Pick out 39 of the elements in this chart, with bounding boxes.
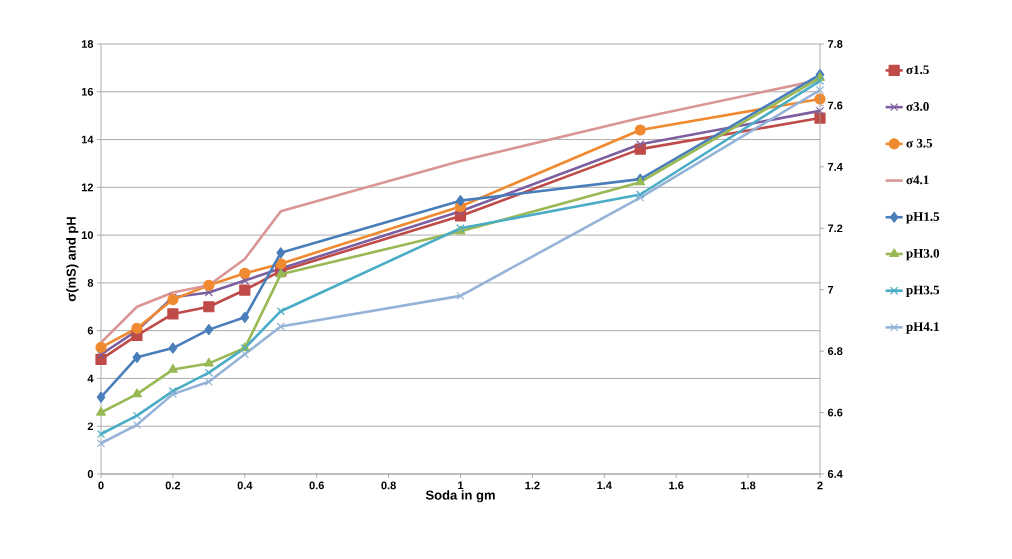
y2-tick-label: 7 <box>828 285 834 294</box>
x-tick-label: 0 <box>98 481 104 490</box>
y-tick-label: 14 <box>81 135 94 144</box>
x-tick-label: 1.2 <box>525 481 540 490</box>
y2-tick-label: 7.6 <box>828 101 843 110</box>
legend-label: pH4.1 <box>906 322 939 334</box>
y2-tick-label: 7.4 <box>828 163 843 171</box>
y-tick-label: 0 <box>87 470 94 478</box>
x-tick-label: 1.6 <box>669 481 684 490</box>
y-tick-label: 2 <box>87 422 94 431</box>
legend-label: σ 3.5 <box>906 138 933 148</box>
y2-tick-label: 7.8 <box>828 40 843 48</box>
x-tick-label: 0.2 <box>165 481 181 490</box>
y2-tick-label: 6.8 <box>827 347 843 356</box>
legend-label: σ4.1 <box>906 175 929 185</box>
x-tick-label: 0.6 <box>309 481 324 490</box>
y-tick-label: 16 <box>81 87 94 96</box>
x-tick-label: 1 <box>458 481 464 490</box>
legend-label: pH3.0 <box>906 248 940 261</box>
y2-tick-label: 7.2 <box>828 224 843 233</box>
legend-label: σ3.0 <box>906 102 929 111</box>
y-tick-label: 18 <box>81 40 94 48</box>
x-tick-label: 1.4 <box>597 481 612 490</box>
legend-label: σ1.5 <box>906 65 929 75</box>
legend-label: pH1.5 <box>906 212 940 224</box>
x-tick-label: 2 <box>817 481 823 490</box>
y-axis-title: σ(mS) and pH <box>66 217 79 302</box>
y-tick-label: 4 <box>87 374 94 383</box>
y-tick-label: 12 <box>81 183 94 192</box>
x-axis-title: Soda in gm <box>425 490 495 503</box>
x-tick-label: 0.4 <box>237 481 253 490</box>
y2-tick-label: 6.6 <box>827 408 843 417</box>
y-tick-label: 8 <box>87 278 94 287</box>
x-tick-label: 0.8 <box>381 481 396 490</box>
legend-label: pH3.5 <box>906 285 940 297</box>
x-tick-label: 1.8 <box>741 481 756 490</box>
y-tick-label: 10 <box>81 231 94 239</box>
y2-tick-label: 6.4 <box>827 470 843 478</box>
y-tick-label: 6 <box>87 326 94 335</box>
